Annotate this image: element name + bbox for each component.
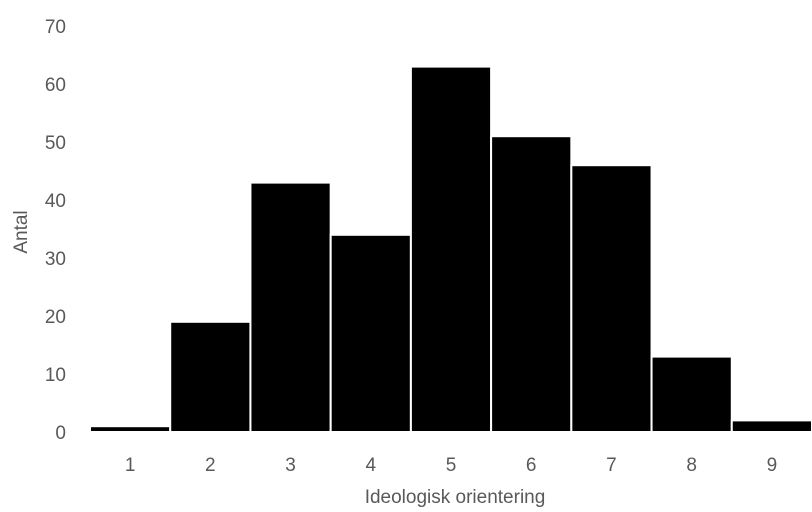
y-axis-ticks: 0 10 20 30 40 50 60 70 [45,17,66,444]
x-tick-label: 5 [446,455,457,476]
x-tick-label: 8 [686,455,697,476]
x-tick-label: 1 [125,455,136,476]
y-axis-label: Antal [11,210,32,253]
bar-1 [89,425,172,434]
bar-9 [730,419,812,433]
y-tick-label: 30 [45,249,66,270]
bar-6 [490,135,573,433]
bar-8 [650,355,733,434]
x-tick-label: 6 [526,455,537,476]
x-tick-label: 4 [365,455,376,476]
y-tick-label: 10 [45,365,66,386]
y-tick-label: 0 [55,423,66,444]
x-axis-ticks: 1 2 3 4 5 6 7 8 9 [125,455,777,476]
y-tick-label: 60 [45,75,66,96]
bars [89,65,812,434]
bar-2 [169,320,252,433]
x-tick-label: 2 [205,455,216,476]
y-tick-label: 70 [45,17,66,38]
bar-4 [329,233,412,433]
bar-3 [249,181,332,433]
x-tick-label: 7 [606,455,617,476]
x-tick-label: 9 [767,455,778,476]
x-tick-label: 3 [285,455,296,476]
y-tick-label: 40 [45,191,66,212]
x-axis-label: Ideologisk orientering [365,487,546,508]
bar-7 [570,164,653,433]
bar-5 [409,65,493,433]
y-tick-label: 50 [45,133,66,154]
y-tick-label: 20 [45,307,66,328]
